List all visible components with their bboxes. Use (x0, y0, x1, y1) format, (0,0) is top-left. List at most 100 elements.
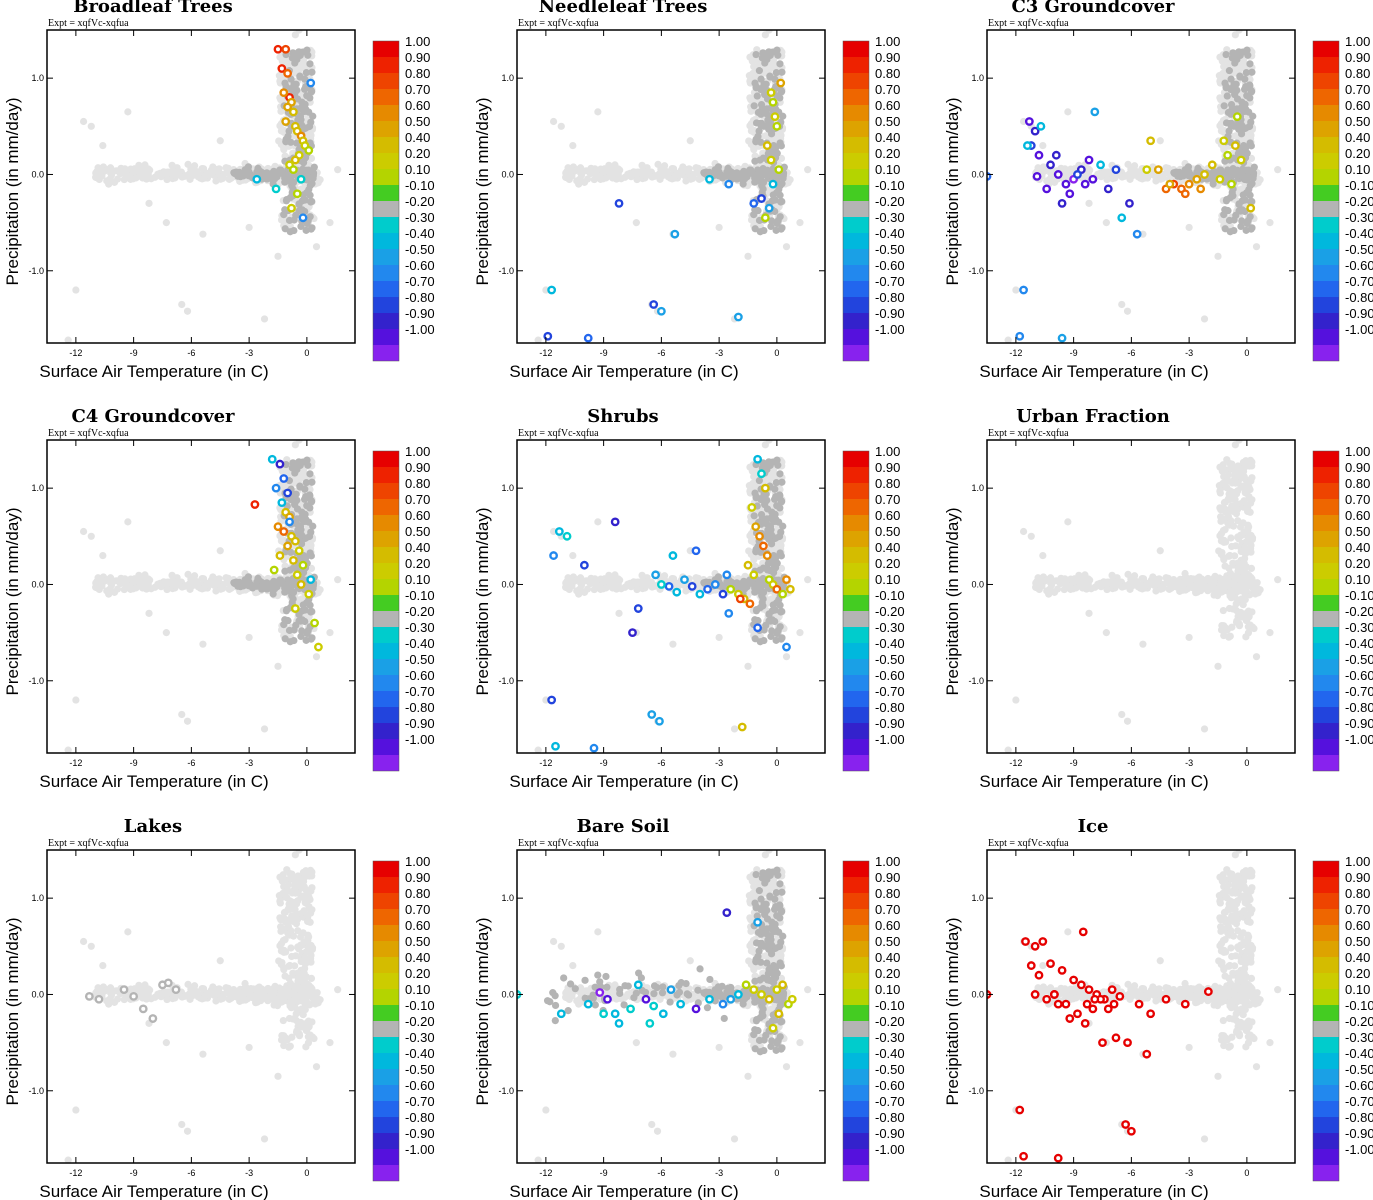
data-point (1034, 150, 1044, 160)
background-point (1039, 141, 1047, 150)
colorbar-tick-label: -0.80 (875, 290, 905, 305)
neutral-point (1240, 142, 1248, 150)
data-point (1207, 160, 1217, 170)
colorbar-tick-label: -1.00 (875, 322, 905, 337)
colorbar-swatch (373, 297, 399, 313)
background-point (295, 440, 303, 444)
neutral-point (253, 582, 261, 590)
colorbar-tick-label: 0.70 (405, 82, 430, 97)
colorbar-swatch (1313, 265, 1339, 281)
panel-title: Needleleaf Trees (539, 0, 708, 17)
background-point (1231, 31, 1239, 39)
data-point (1088, 174, 1098, 184)
background-point (225, 585, 233, 593)
colorbar-swatch (373, 233, 399, 249)
background-point (105, 590, 113, 598)
points-layer (534, 30, 812, 343)
neutral-point (301, 485, 309, 493)
y-tick-label: 0.0 (31, 579, 44, 589)
background-point (594, 518, 602, 526)
colorbar-swatch (1313, 41, 1339, 57)
neutral-point (1225, 127, 1233, 135)
experiment-label: Expt = xqfVc-xqfua (518, 428, 599, 439)
colorbar-tick-label: 0.80 (405, 66, 430, 81)
neutral-point (1243, 46, 1251, 54)
neutral-point (290, 490, 298, 498)
background-point (614, 165, 622, 173)
background-point (99, 551, 107, 560)
background-point (217, 585, 225, 593)
experiment-label: Expt = xqfVc-xqfua (48, 18, 129, 29)
colorbar-swatch (843, 297, 869, 313)
colorbar-tick-label: -1.00 (405, 322, 435, 337)
background-point (326, 629, 334, 637)
background-point (769, 467, 778, 476)
data-point (1053, 170, 1063, 179)
x-axis-label: Surface Air Temperature (in C) (509, 362, 738, 381)
colorbar-tick-label: 0.60 (405, 98, 430, 113)
data-point (1165, 179, 1175, 189)
data-point (271, 184, 281, 194)
data-point (1030, 126, 1040, 136)
neutral-point (1194, 164, 1202, 172)
background-point (605, 571, 613, 579)
x-tick-label: -12 (69, 758, 82, 768)
experiment-label: Expt = xqfVc-xqfua (48, 428, 129, 439)
background-point (199, 230, 207, 238)
data-point (283, 102, 293, 112)
panel-title: C4 Groundcover (71, 406, 235, 427)
neutral-point (1227, 100, 1236, 109)
colorbar-swatch (843, 185, 869, 201)
background-point (1215, 72, 1223, 80)
data-point (1200, 170, 1209, 179)
neutral-point (263, 581, 271, 589)
data-point (1036, 121, 1046, 131)
background-point (207, 580, 215, 588)
background-point (744, 252, 752, 260)
background-point (1085, 199, 1093, 207)
x-tick-label: -6 (1127, 348, 1135, 358)
neutral-point (778, 68, 786, 76)
neutral-point (724, 164, 732, 172)
neutral-point (765, 125, 773, 133)
colorbar-tick-label: -0.20 (405, 604, 435, 619)
colorbar-tick-label: 0.40 (405, 130, 430, 145)
data-point (304, 145, 314, 155)
background-point (136, 582, 144, 590)
neutral-point (1239, 191, 1247, 199)
background-point (1220, 144, 1228, 152)
x-axis-label: Surface Air Temperature (in C) (979, 362, 1208, 381)
colorbar-swatch (373, 659, 399, 675)
x-tick-label: 0 (774, 348, 779, 358)
background-point (669, 575, 678, 583)
background-point (782, 653, 791, 661)
neutral-point (306, 549, 314, 557)
background-point (127, 165, 135, 173)
colorbar-tick-label: 0.50 (405, 524, 430, 539)
neutral-point (297, 222, 305, 231)
background-point (189, 171, 197, 180)
background-point (639, 167, 647, 175)
colorbar-swatch (373, 265, 399, 281)
neutral-point (290, 87, 298, 95)
colorbar-swatch (373, 41, 399, 57)
background-point (92, 583, 100, 591)
neutral-point (302, 636, 310, 644)
background-point (183, 307, 192, 315)
colorbar-frame (842, 40, 870, 362)
background-point (1236, 63, 1245, 71)
neutral-point (777, 198, 785, 206)
background-point (669, 165, 678, 173)
neutral-point (1229, 49, 1237, 57)
colorbar-tick-label: 0.40 (875, 130, 900, 145)
neutral-point (285, 127, 293, 135)
data-point (1032, 171, 1042, 181)
background-point (745, 137, 753, 145)
background-point (162, 219, 170, 227)
data-point (298, 213, 308, 223)
neutral-point (767, 222, 775, 231)
background-point (633, 585, 641, 594)
neutral-point (308, 478, 316, 486)
data-point (287, 203, 296, 213)
data-point (283, 68, 293, 78)
